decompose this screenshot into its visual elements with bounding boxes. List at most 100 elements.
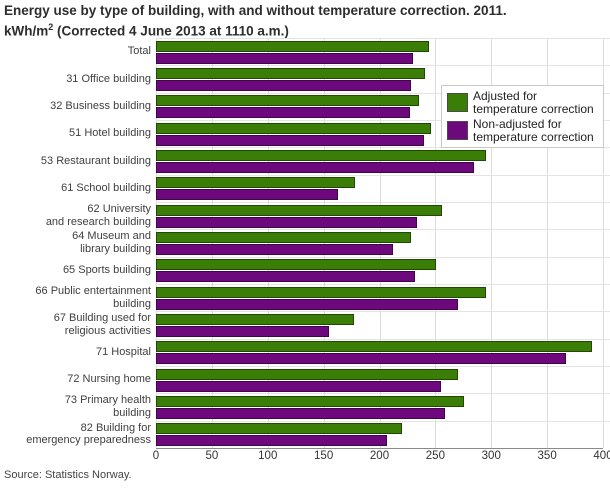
bar-nonadjusted <box>156 161 475 173</box>
category-label: 32 Business building <box>50 100 151 113</box>
gridline-400 <box>603 38 604 448</box>
source-note: Source: Statistics Norway. <box>4 469 132 481</box>
chart-title-line1: Energy use by type of building, with and… <box>4 3 507 18</box>
chart-title-line2: kWh/m2 (Corrected 4 June 2013 at 1110 a.… <box>4 22 289 39</box>
bar-nonadjusted <box>156 52 414 64</box>
legend-label-nonadjusted: Non-adjusted for temperature correction <box>473 117 594 144</box>
category-row: 61 School building <box>0 174 610 202</box>
x-tick-label: 0 <box>152 450 160 462</box>
x-tick-label: 250 <box>425 450 445 462</box>
bar-adjusted <box>156 286 486 298</box>
category-label: 72 Nursing home <box>67 373 151 386</box>
legend-label-adjusted: Adjusted for temperature correction <box>473 89 594 116</box>
category-label: 71 Hospital <box>95 346 151 359</box>
bar-adjusted <box>156 341 592 353</box>
bar-nonadjusted <box>156 353 567 365</box>
bar-nonadjusted <box>156 134 425 146</box>
bar-group <box>156 420 610 448</box>
category-row: 32 Business building <box>0 92 610 120</box>
bar-adjusted <box>156 95 419 107</box>
category-label: Total <box>127 45 151 58</box>
bar-group <box>156 393 610 420</box>
category-label: 66 Public entertainment building <box>35 285 151 310</box>
category-row: 66 Public entertainment building <box>0 283 610 311</box>
bar-group <box>156 147 610 174</box>
gridline-350 <box>547 38 549 448</box>
legend-entry-adjusted: Adjusted for temperature correction <box>447 90 598 115</box>
bar-group <box>156 229 610 256</box>
green-swatch-icon <box>447 93 468 112</box>
bar-group <box>156 174 610 202</box>
category-label: 51 Hotel building <box>69 127 151 140</box>
category-row: 51 Hotel building <box>0 119 610 147</box>
bar-nonadjusted <box>156 216 418 228</box>
bar-adjusted <box>156 122 431 134</box>
x-tick-label: 200 <box>369 450 390 462</box>
gridline-200 <box>379 38 381 448</box>
category-row: Total <box>0 38 610 65</box>
bar-group <box>156 256 610 284</box>
bar-adjusted <box>156 149 486 161</box>
x-tick-label: 350 <box>537 450 557 462</box>
x-tick-label: 400 <box>593 450 610 462</box>
bar-adjusted <box>156 395 465 407</box>
x-tick-label: 150 <box>314 450 334 462</box>
bar-nonadjusted <box>156 79 411 91</box>
category-label: 62 University and research building <box>45 203 151 228</box>
bar-rows: Total 31 Office building 32 Business build… <box>0 38 610 448</box>
bar-group <box>156 311 610 338</box>
x-tick-label: 100 <box>258 450 278 462</box>
chart-title: Energy use by type of building, with and… <box>4 2 608 40</box>
bar-adjusted <box>156 177 355 189</box>
category-row: 67 Building used for religious activitie… <box>0 311 610 338</box>
legend-entry-nonadjusted: Non-adjusted for temperature correction <box>447 118 598 143</box>
category-row: 82 Building for emergency preparedness <box>0 420 610 448</box>
category-row: 71 Hospital <box>0 338 610 366</box>
plot-area <box>156 38 604 449</box>
category-label: 82 Building for emergency preparedness <box>26 421 151 447</box>
bar-group <box>156 365 610 393</box>
bar-group <box>156 201 610 229</box>
bar-group <box>156 119 610 147</box>
bar-chart: Total 31 Office building 32 Business build… <box>0 38 610 449</box>
bar-nonadjusted <box>156 243 393 255</box>
category-label: 64 Museum and library building <box>72 230 151 255</box>
bar-adjusted <box>156 40 429 52</box>
bar-nonadjusted <box>156 189 339 201</box>
x-tick-label: 300 <box>481 450 501 462</box>
x-tick-label: 50 <box>205 450 219 462</box>
bar-adjusted <box>156 423 402 435</box>
category-label: 53 Restaurant building <box>40 154 151 167</box>
bar-nonadjusted <box>156 407 446 419</box>
bar-adjusted <box>156 204 443 216</box>
superscript-2: 2 <box>48 22 54 32</box>
bar-nonadjusted <box>156 107 410 119</box>
bar-nonadjusted <box>156 271 416 283</box>
gridline-0 <box>156 38 157 448</box>
category-label: 61 School building <box>61 182 151 195</box>
bar-adjusted <box>156 259 437 271</box>
gridline-100 <box>267 38 269 448</box>
bar-group <box>156 283 610 311</box>
x-axis: 0 50 100 150 200 250 300 350 400 <box>0 450 610 464</box>
bar-nonadjusted <box>156 298 458 310</box>
category-row: 65 Sports building <box>0 256 610 284</box>
bar-nonadjusted <box>156 435 388 447</box>
legend: Adjusted for temperature correction Non-… <box>441 85 604 148</box>
category-row: 72 Nursing home <box>0 365 610 393</box>
gridline-50 <box>211 38 213 448</box>
category-row: 62 University and research building <box>0 201 610 229</box>
bar-group <box>156 65 610 92</box>
category-row: 64 Museum and library building <box>0 229 610 256</box>
category-row: 31 Office building <box>0 65 610 92</box>
bar-group <box>156 92 610 120</box>
category-label: 65 Sports building <box>62 264 151 277</box>
category-label: 67 Building used for religious activitie… <box>53 312 151 337</box>
bar-adjusted <box>156 231 411 243</box>
bar-adjusted <box>156 313 354 325</box>
gridline-150 <box>323 38 325 448</box>
category-label: 73 Primary health building <box>64 394 151 419</box>
bar-group <box>156 338 610 366</box>
bar-adjusted <box>156 368 458 380</box>
bar-nonadjusted <box>156 380 441 392</box>
